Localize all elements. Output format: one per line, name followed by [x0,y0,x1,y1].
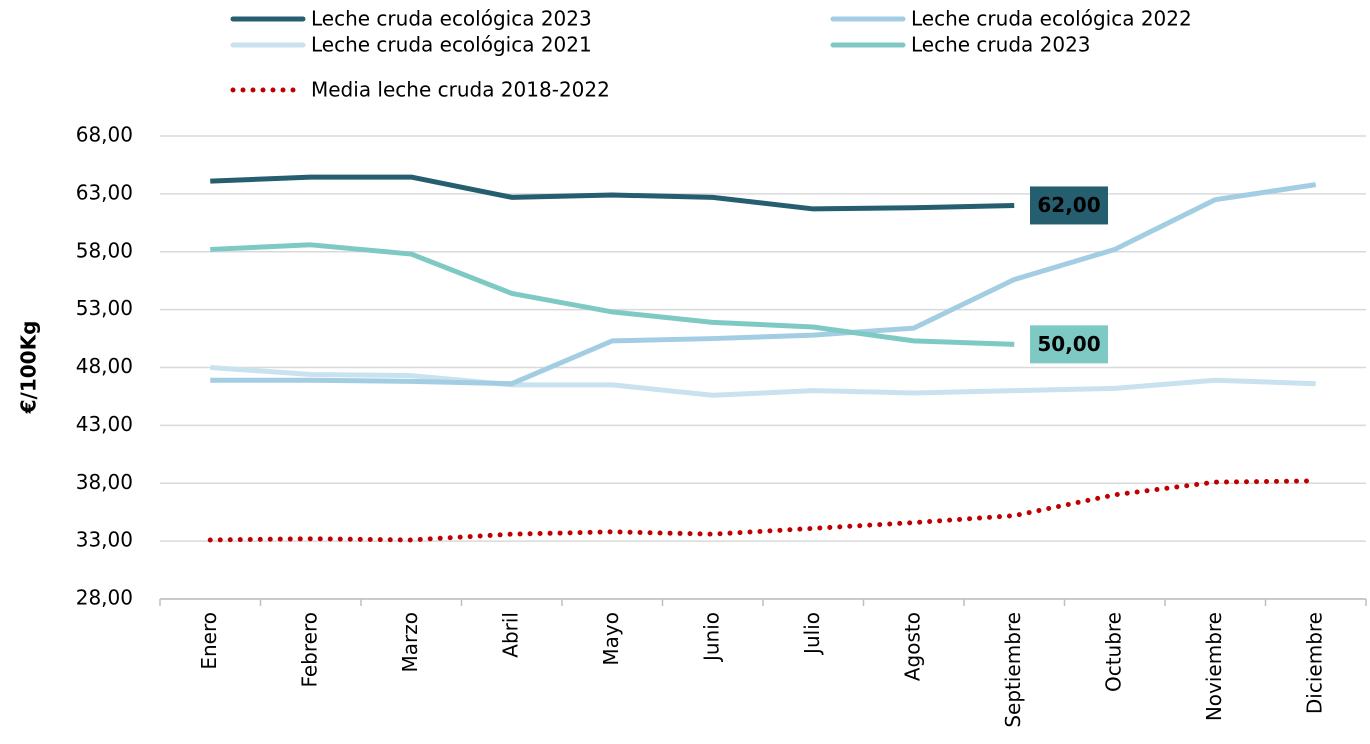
y-tick-label: 68,00 [76,123,133,147]
data-label: 50,00 [1037,332,1100,356]
x-tick-label: Marzo [398,612,422,672]
data-label-box [1030,325,1108,364]
y-tick-label: 28,00 [76,586,133,610]
y-tick-label: 58,00 [76,238,133,262]
x-tick-label: Agosto [900,612,924,681]
x-tick-label: Mayo [599,612,623,666]
line-series [210,174,1015,212]
x-tick-label: Septiembre [1001,612,1025,728]
legend-label: Media leche cruda 2018-2022 [311,78,610,102]
y-tick-label: 38,00 [76,470,133,494]
x-tick-label: Enero [197,612,221,670]
x-tick-label: Abril [498,612,522,658]
line-series [210,242,1015,347]
data-label-box [1030,186,1108,225]
line-series [207,478,1319,543]
y-tick-label: 63,00 [76,180,133,204]
y-tick-label: 53,00 [76,296,133,320]
y-tick-label: 33,00 [76,528,133,552]
x-tick-label: Diciembre [1302,612,1326,714]
line-series [210,365,1316,398]
y-tick-label: 48,00 [76,354,133,378]
x-tick-label: Octubre [1101,612,1125,692]
x-tick-label: Noviembre [1202,612,1226,721]
y-axis-label: €/100Kg [17,321,41,415]
legend-label: Leche cruda ecológica 2023 [311,7,592,31]
legend-label: Leche cruda ecológica 2021 [311,33,592,57]
y-tick-label: 43,00 [76,412,133,436]
line-series [210,182,1317,387]
x-tick-label: Junio [699,612,723,663]
legend-label: Leche cruda ecológica 2022 [911,7,1192,31]
x-tick-label: Julio [800,612,824,656]
data-label: 62,00 [1037,193,1100,217]
legend-label: Leche cruda 2023 [911,33,1091,57]
x-tick-label: Febrero [297,612,321,688]
